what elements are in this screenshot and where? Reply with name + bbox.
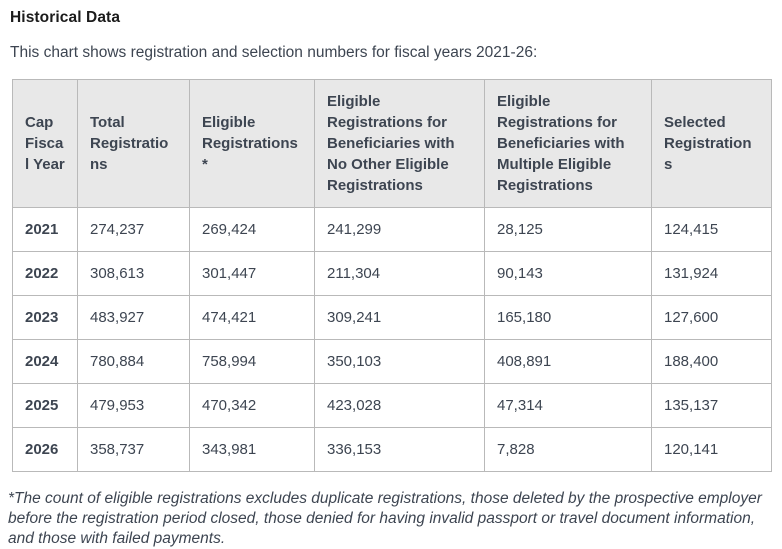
table-row: 2025 479,953 470,342 423,028 47,314 135,137: [12, 383, 772, 428]
data-cell: 358,737: [77, 427, 190, 472]
data-cell: 188,400: [651, 339, 772, 384]
table-row: 2021 274,237 269,424 241,299 28,125 124,415: [12, 207, 772, 252]
data-cell: 90,143: [484, 251, 652, 296]
data-cell: 780,884: [77, 339, 190, 384]
data-cell: 127,600: [651, 295, 772, 340]
data-cell: 120,141: [651, 427, 772, 472]
data-cell: 336,153: [314, 427, 485, 472]
table-row: 2023 483,927 474,421 309,241 165,180 127,600: [12, 295, 772, 340]
data-cell: 474,421: [189, 295, 315, 340]
data-cell: 165,180: [484, 295, 652, 340]
data-cell: 241,299: [314, 207, 485, 252]
data-cell: 47,314: [484, 383, 652, 428]
data-cell: 308,613: [77, 251, 190, 296]
table-header: Cap Fiscal Year Total Registrations Elig…: [12, 79, 772, 208]
column-header-cap-fiscal-year: Cap Fiscal Year: [12, 79, 78, 208]
row-year-cell: 2023: [12, 295, 78, 340]
column-header-no-other-eligible: Eligible Registrations for Beneficiaries…: [314, 79, 485, 208]
data-cell: 274,237: [77, 207, 190, 252]
data-cell: 408,891: [484, 339, 652, 384]
data-cell: 470,342: [189, 383, 315, 428]
data-cell: 301,447: [189, 251, 315, 296]
row-year-cell: 2024: [12, 339, 78, 384]
data-cell: 7,828: [484, 427, 652, 472]
table-row: 2024 780,884 758,994 350,103 408,891 188,400: [12, 339, 772, 384]
page-title: Historical Data: [10, 9, 121, 26]
data-cell: 343,981: [189, 427, 315, 472]
footnote-text: *The count of eligible registrations exc…: [8, 490, 762, 547]
data-cell: 423,028: [314, 383, 485, 428]
intro-text: This chart shows registration and select…: [10, 44, 538, 61]
column-header-multiple-eligible: Eligible Registrations for Beneficiaries…: [484, 79, 652, 208]
data-cell: 309,241: [314, 295, 485, 340]
data-cell: 479,953: [77, 383, 190, 428]
data-cell: 758,994: [189, 339, 315, 384]
column-header-total-registrations: Total Registrations: [77, 79, 190, 208]
historical-data-table: Cap Fiscal Year Total Registrations Elig…: [12, 79, 772, 472]
table-row: 2022 308,613 301,447 211,304 90,143 131,924: [12, 251, 772, 296]
data-cell: 483,927: [77, 295, 190, 340]
table-body: 2021 274,237 269,424 241,299 28,125 124,415 20…: [12, 207, 772, 472]
data-cell: 28,125: [484, 207, 652, 252]
data-cell: 124,415: [651, 207, 772, 252]
row-year-cell: 2022: [12, 251, 78, 296]
data-cell: 350,103: [314, 339, 485, 384]
table-row: 2026 358,737 343,981 336,153 7,828 120,141: [12, 427, 772, 472]
data-cell: 131,924: [651, 251, 772, 296]
table-header-row: Cap Fiscal Year Total Registrations Elig…: [12, 79, 772, 208]
row-year-cell: 2026: [12, 427, 78, 472]
row-year-cell: 2021: [12, 207, 78, 252]
column-header-eligible-registrations: Eligible Registrations*: [189, 79, 315, 208]
row-year-cell: 2025: [12, 383, 78, 428]
data-cell: 211,304: [314, 251, 485, 296]
column-header-selected-registrations: Selected Registrations: [651, 79, 772, 208]
data-cell: 135,137: [651, 383, 772, 428]
data-cell: 269,424: [189, 207, 315, 252]
